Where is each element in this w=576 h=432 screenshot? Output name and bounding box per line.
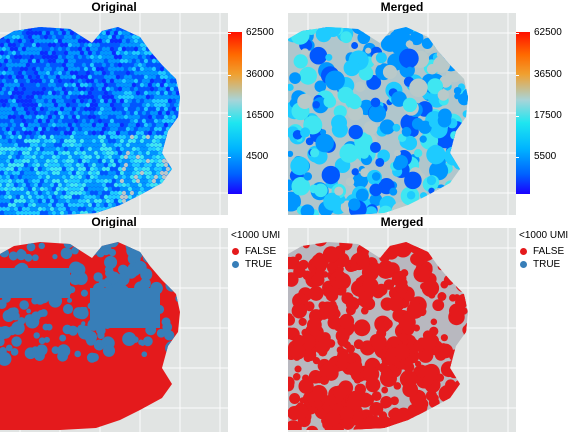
- legend-left-label-false: FALSE: [245, 246, 277, 257]
- legend-left-title: <1000 UMI: [231, 230, 281, 241]
- panel-title-top-left: Original: [91, 0, 137, 14]
- legend-right-title: <1000 UMI: [519, 230, 569, 241]
- legend-left-label-true: TRUE: [245, 259, 273, 270]
- legend-left-dot-false: [232, 248, 239, 255]
- plot-top-left: [0, 13, 228, 215]
- colorbar-right-tick-4: 5500: [534, 151, 557, 162]
- colorbar-right: [516, 32, 530, 194]
- panel-title-top-right: Merged: [380, 0, 424, 14]
- legend-right-item-false: FALSE: [520, 246, 564, 257]
- colorbar-left-tick-1: 62500: [246, 27, 274, 38]
- legend-left-item-true: TRUE: [232, 259, 272, 270]
- legend-left-dot-true: [232, 261, 239, 268]
- tissue-umi-plot-original: [0, 13, 228, 215]
- legend-right-dot-false: [520, 248, 527, 255]
- colorbar-left-tick-4: 4500: [246, 151, 269, 162]
- legend-right-dot-true: [520, 261, 527, 268]
- colorbar-left-tick-3: 16500: [246, 110, 274, 121]
- plot-bottom-left: [0, 228, 228, 432]
- colorbar-right-tick-1: 62500: [534, 27, 562, 38]
- tissue-umi-plot-merged: [288, 13, 516, 215]
- colorbar-left: [228, 32, 242, 194]
- panel-title-bottom-left: Original: [91, 215, 137, 229]
- tissue-lowumi-plot-original: [0, 228, 228, 432]
- panel-title-bottom-right: Merged: [380, 215, 424, 229]
- colorbar-left-tick-2: 36000: [246, 69, 274, 80]
- legend-right-label-false: FALSE: [533, 246, 565, 257]
- legend-left-item-false: FALSE: [232, 246, 276, 257]
- colorbar-right-tick-2: 36500: [534, 69, 562, 80]
- legend-right-label-true: TRUE: [533, 259, 561, 270]
- tissue-lowumi-plot-merged: [288, 228, 516, 432]
- plot-top-right: [288, 13, 516, 215]
- colorbar-right-tick-3: 17500: [534, 110, 562, 121]
- legend-right-item-true: TRUE: [520, 259, 560, 270]
- plot-bottom-right: [288, 228, 516, 432]
